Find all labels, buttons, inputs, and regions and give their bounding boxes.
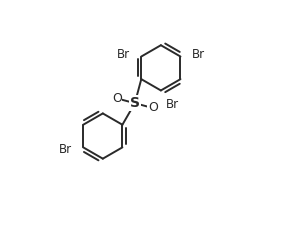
Text: O: O	[112, 92, 122, 105]
Text: Br: Br	[59, 143, 72, 156]
Text: S: S	[130, 96, 140, 110]
Text: Br: Br	[166, 98, 178, 111]
Text: O: O	[148, 101, 158, 114]
Text: Br: Br	[192, 48, 205, 61]
Text: Br: Br	[117, 48, 130, 61]
